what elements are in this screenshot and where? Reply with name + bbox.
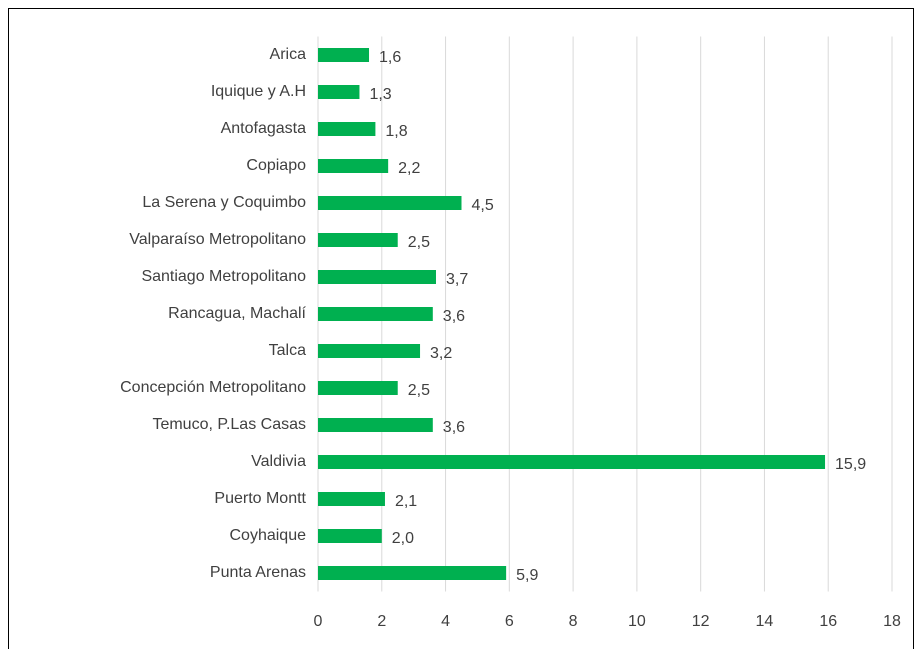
value-label: 1,3 (369, 86, 391, 103)
x-tick-label: 6 (505, 613, 514, 630)
bar (318, 122, 376, 136)
y-tick-label: Coyhaique (230, 527, 307, 544)
y-tick-label: Copiapo (246, 157, 306, 174)
bar (318, 418, 433, 432)
y-tick-label: Talca (269, 342, 306, 359)
bar (318, 233, 398, 247)
value-label: 5,9 (516, 567, 538, 584)
value-label: 1,6 (379, 49, 401, 66)
y-tick-label: Iquique y A.H (211, 83, 306, 100)
value-label: 1,8 (385, 123, 407, 140)
frame (8, 8, 914, 649)
x-tick-label: 2 (377, 613, 386, 630)
bar (318, 159, 389, 173)
y-tick-label: Antofagasta (221, 120, 307, 137)
value-label: 3,7 (446, 271, 468, 288)
x-tick-label: 8 (569, 613, 578, 630)
y-tick-label: Punta Arenas (210, 564, 306, 581)
value-label: 3,6 (443, 419, 465, 436)
bar (318, 85, 360, 99)
bar (318, 455, 826, 469)
bar (318, 566, 507, 580)
y-tick-label: Santiago Metropolitano (141, 268, 306, 285)
x-tick-label: 16 (819, 613, 837, 630)
value-label: 15,9 (835, 456, 866, 473)
y-tick-label: La Serena y Coquimbo (142, 194, 306, 211)
x-tick-label: 10 (628, 613, 646, 630)
x-tick-label: 14 (756, 613, 774, 630)
bar (318, 196, 462, 210)
y-tick-label: Rancagua, Machalí (168, 305, 306, 322)
value-label: 2,5 (408, 382, 430, 399)
bar (318, 381, 398, 395)
value-label: 4,5 (472, 197, 494, 214)
y-tick-label: Puerto Montt (214, 490, 306, 507)
x-tick-label: 12 (692, 613, 710, 630)
value-label: 3,6 (443, 308, 465, 325)
bar (318, 529, 382, 543)
y-tick-label: Arica (270, 46, 307, 63)
x-tick-label: 18 (883, 613, 901, 630)
value-label: 2,5 (408, 234, 430, 251)
y-tick-label: Temuco, P.Las Casas (152, 416, 306, 433)
value-label: 2,1 (395, 493, 417, 510)
value-label: 2,2 (398, 160, 420, 177)
bar (318, 492, 385, 506)
y-tick-label: Valparaíso Metropolitano (129, 231, 306, 248)
bar (318, 48, 370, 62)
bar (318, 307, 433, 321)
x-tick-label: 4 (441, 613, 450, 630)
bar (318, 270, 436, 284)
y-tick-label: Valdivia (251, 453, 306, 470)
bar (318, 344, 421, 358)
value-label: 3,2 (430, 345, 452, 362)
y-tick-label: Concepción Metropolitano (120, 379, 306, 396)
value-label: 2,0 (392, 530, 414, 547)
x-tick-label: 0 (314, 613, 323, 630)
